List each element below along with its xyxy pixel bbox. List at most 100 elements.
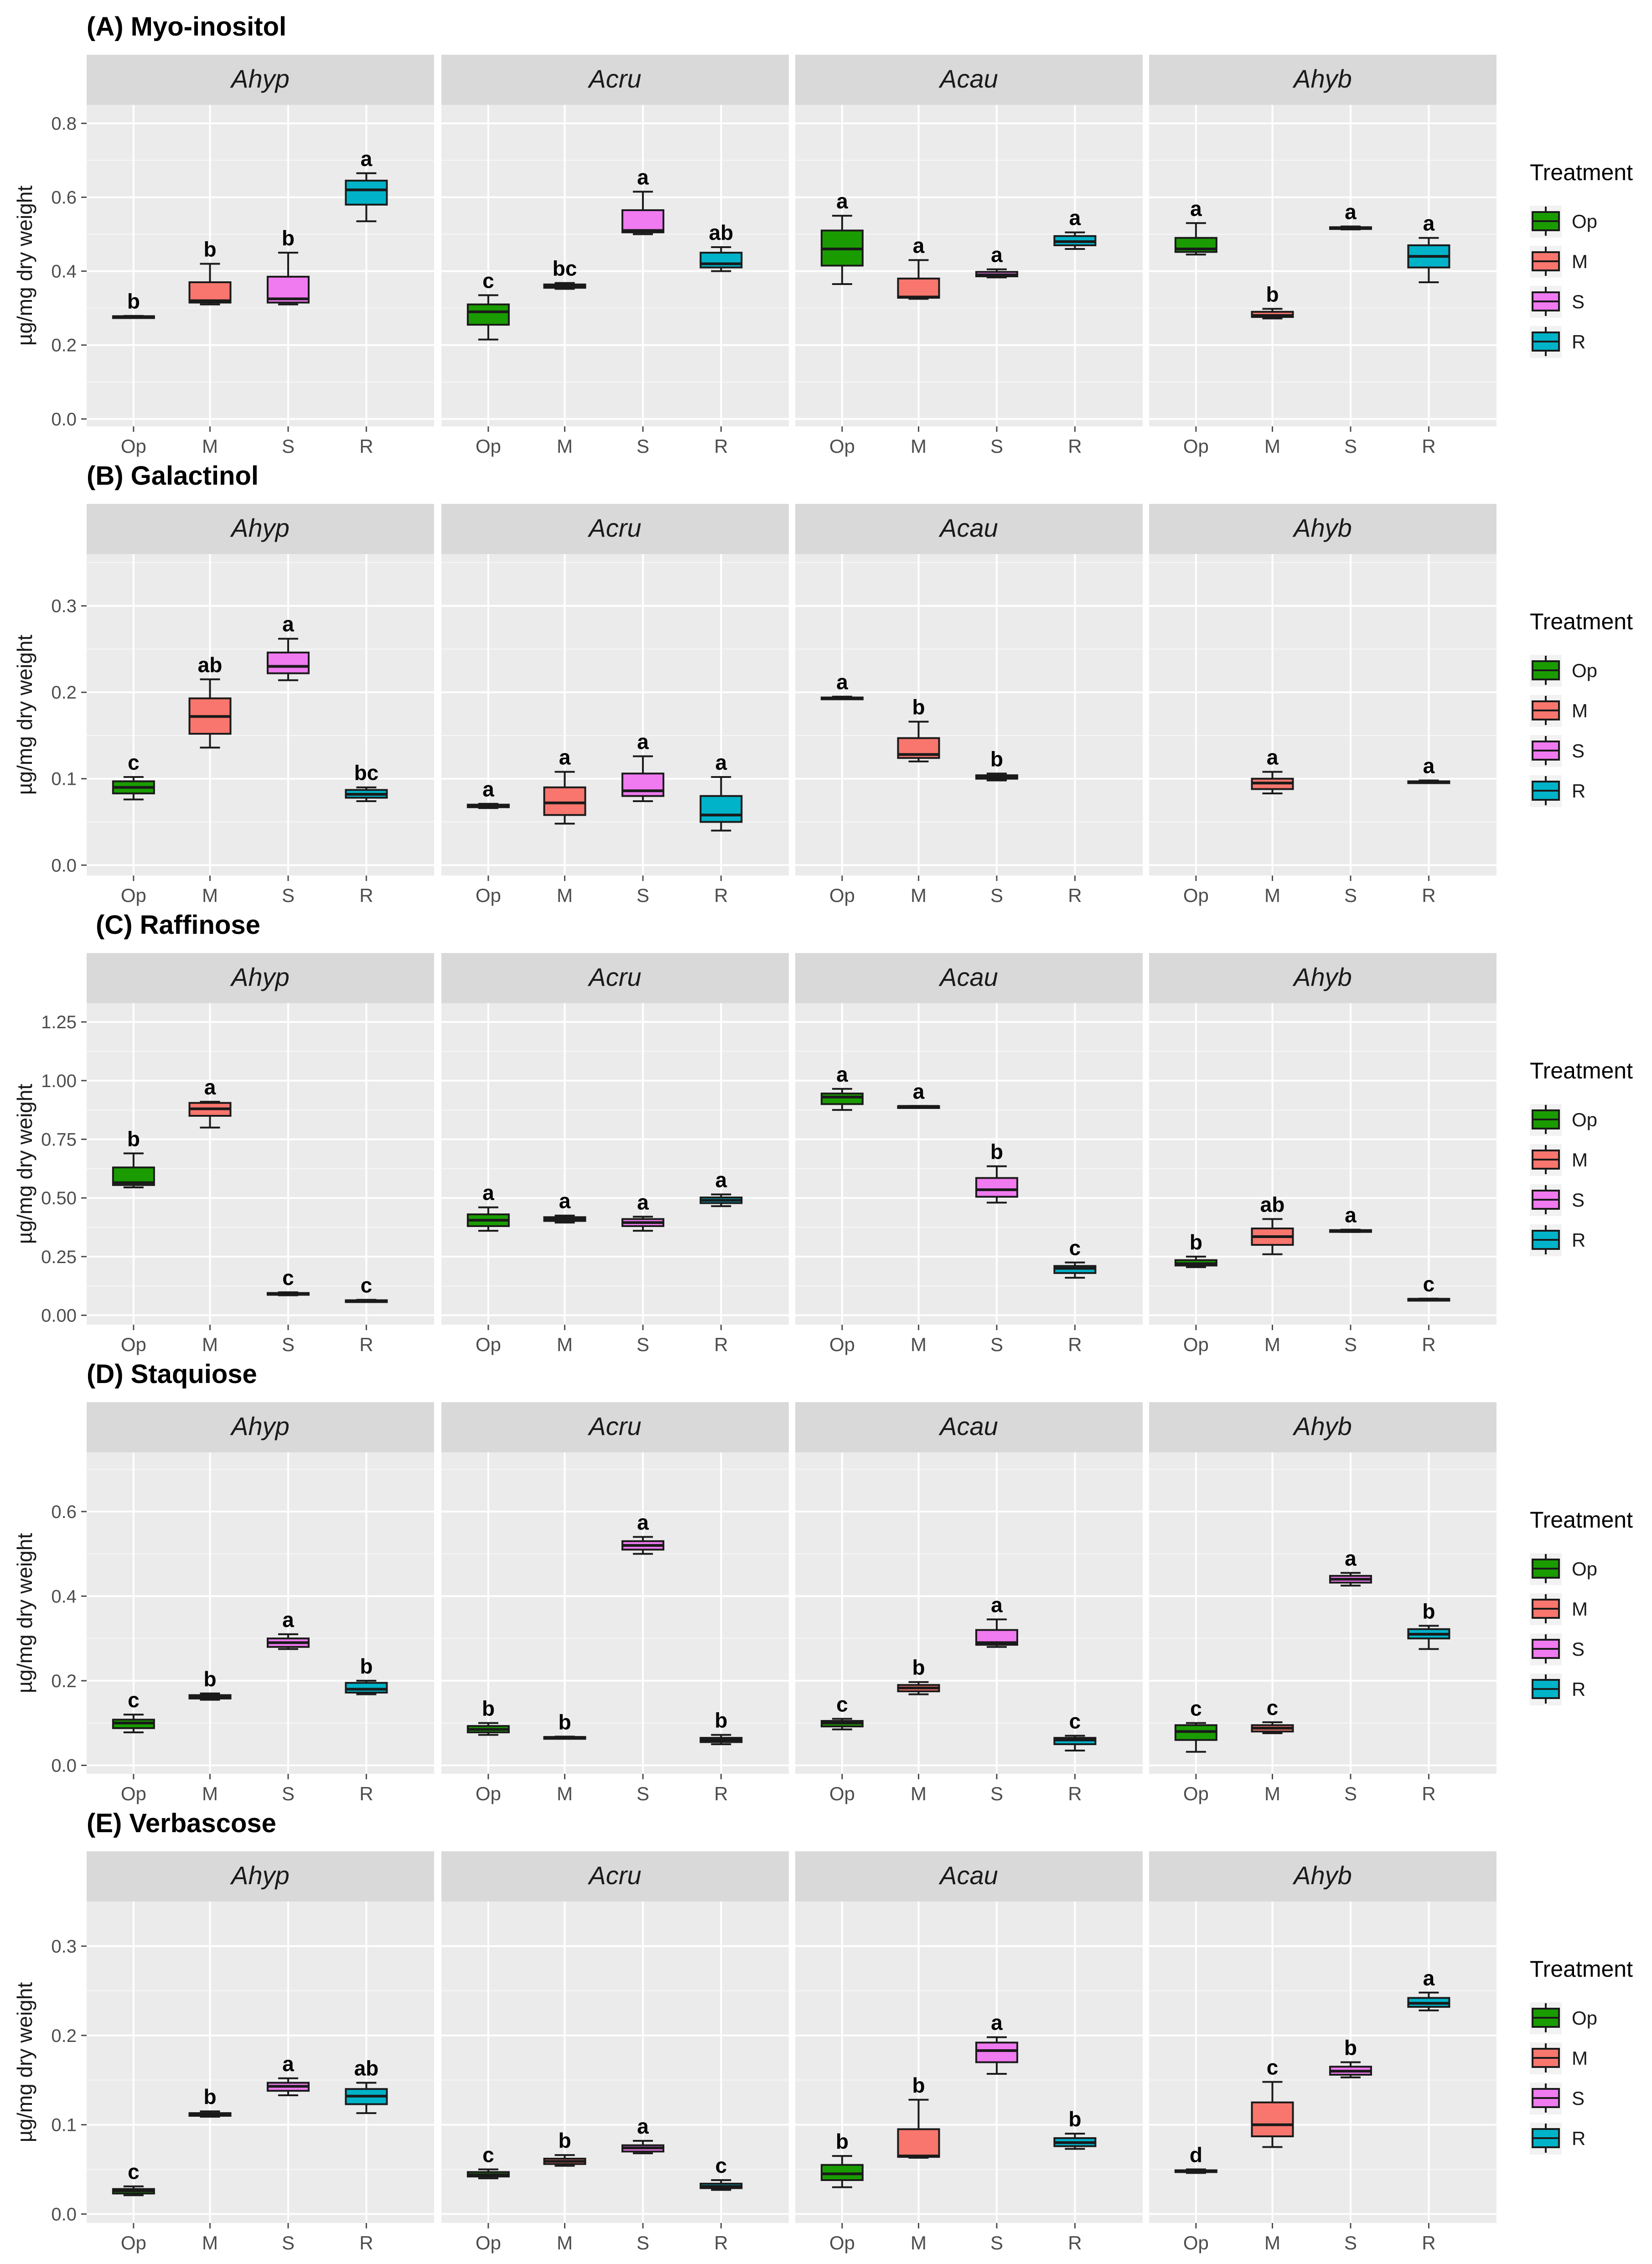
y-tick-label: 0.6 — [51, 188, 77, 208]
box-r: b — [345, 1654, 388, 1695]
box-op: b — [1174, 1230, 1217, 1268]
x-tick-label: M — [911, 1334, 927, 1355]
significance-letter: a — [282, 1608, 294, 1632]
facet-ahyp: Ahyp Op M S Rc b a ab — [87, 1851, 434, 2254]
significance-letter: b — [482, 1697, 495, 1720]
box-r: c — [1407, 1272, 1450, 1302]
box-r: bc — [345, 761, 388, 803]
chart-title: (A) Myo-inositol — [87, 12, 286, 41]
chart-title: (C) Raffinose — [96, 910, 260, 940]
facet-strip — [87, 55, 434, 105]
box-op: a — [466, 1181, 510, 1232]
x-tick-label: S — [990, 435, 1003, 457]
facet-label: Ahyb — [1292, 1412, 1352, 1440]
significance-letter: c — [715, 2154, 727, 2177]
legend-label: M — [1572, 1598, 1588, 1620]
box-m: a — [188, 1075, 232, 1129]
facet-ahyb: Ahyb Op M S Rb ab a c — [1149, 953, 1497, 1355]
facet-strip — [795, 1402, 1143, 1452]
box-op: b — [112, 290, 155, 319]
facet-label: Ahyp — [230, 963, 290, 991]
legend-label: R — [1572, 331, 1585, 352]
x-tick-label: R — [1068, 2232, 1082, 2254]
y-tick-label: 0.3 — [51, 596, 77, 617]
facet-ahyb: Ahyb Op M S Rc c a b — [1149, 1402, 1497, 1804]
y-tick-label: 0.2 — [51, 1671, 77, 1691]
significance-letter: ab — [709, 221, 734, 244]
x-tick-label: Op — [476, 435, 501, 457]
legend-label: S — [1572, 291, 1585, 312]
box-s: a — [266, 612, 310, 681]
box-op: c — [466, 269, 510, 341]
box-s: b — [975, 1140, 1018, 1204]
significance-letter: c — [836, 1692, 848, 1716]
x-tick-label: Op — [121, 1334, 146, 1355]
box-op: a — [820, 670, 864, 700]
facet-label: Ahyb — [1292, 1861, 1352, 1890]
y-tick-label: 0.8 — [51, 114, 77, 134]
legend-item-s: S — [1530, 2083, 1585, 2114]
x-tick-label: R — [714, 435, 728, 457]
panel-background — [441, 1003, 789, 1325]
box-body — [345, 1682, 388, 1694]
y-tick-label: 0.2 — [51, 2026, 77, 2046]
significance-letter: a — [204, 1075, 216, 1099]
facet-label: Ahyp — [230, 1861, 290, 1890]
box-op: a — [820, 1062, 864, 1111]
facet-ahyb: Ahyb Op M S Ra a — [1149, 504, 1497, 906]
box-m: a — [897, 233, 940, 300]
significance-letter: b — [203, 1667, 216, 1691]
box-body — [699, 252, 743, 269]
x-tick-label: R — [1422, 885, 1435, 906]
x-tick-label: Op — [476, 2232, 501, 2254]
significance-letter: b — [990, 1140, 1003, 1164]
box-body — [1251, 2101, 1294, 2138]
x-tick-label: R — [1422, 2232, 1435, 2254]
x-tick-label: M — [557, 2232, 573, 2254]
x-tick-label: Op — [476, 885, 501, 906]
box-s: b — [1329, 2036, 1372, 2078]
legend-label: S — [1572, 1638, 1585, 1660]
significance-letter: b — [1422, 1599, 1435, 1623]
legend-label: Op — [1572, 1558, 1597, 1580]
facet-label: Ahyp — [230, 513, 290, 542]
facet-label: Acru — [587, 1861, 641, 1890]
legend-item-r: R — [1530, 1673, 1585, 1705]
chart-row-4: (D) Staquiose µg/mg dry weight 0.0 0.2 0.4 0.… — [13, 1359, 1633, 1804]
significance-letter: a — [559, 746, 571, 769]
box-r: b — [1053, 2107, 1097, 2150]
x-tick-label: M — [1264, 1334, 1280, 1355]
x-tick-label: S — [282, 2232, 295, 2254]
significance-letter: c — [128, 2160, 140, 2184]
box-body — [621, 772, 664, 797]
facet-acru: Acru Op M S Rb b a b — [441, 1402, 789, 1804]
legend-item-m: M — [1530, 1144, 1588, 1176]
chart-title: (B) Galactinol — [87, 461, 259, 491]
panel-background — [1149, 1452, 1497, 1774]
box-r: a — [1407, 754, 1450, 784]
facet-strip — [87, 1402, 434, 1452]
x-tick-label: Op — [829, 2232, 855, 2254]
facet-acau: Acau Op M S Rb b a b — [795, 1851, 1143, 2254]
x-tick-label: S — [990, 1783, 1003, 1804]
legend-item-s: S — [1530, 1184, 1585, 1216]
box-r: c — [1053, 1236, 1097, 1279]
significance-letter: a — [991, 243, 1003, 267]
x-tick-label: S — [990, 885, 1003, 906]
significance-letter: a — [1069, 206, 1081, 230]
y-tick-label: 0.6 — [51, 1502, 77, 1522]
chart-row-1: (A) Myo-inositol µg/mg dry weight 0.0 0.2 0.… — [13, 12, 1633, 457]
y-axis-label: µg/mg dry weight — [13, 1982, 36, 2142]
facet-strip — [1149, 55, 1497, 105]
x-tick-label: R — [714, 2232, 728, 2254]
facet-label: Acru — [587, 1412, 641, 1440]
x-tick-label: M — [202, 2232, 218, 2254]
chart-row-3: (C) Raffinose µg/mg dry weight 0.00 0.25 0.5… — [13, 910, 1633, 1355]
legend-item-op: Op — [1530, 1104, 1597, 1136]
y-tick-label: 1.25 — [41, 1012, 77, 1032]
legend-item-op: Op — [1530, 206, 1597, 238]
box-m: ab — [188, 653, 232, 749]
x-tick-label: M — [557, 435, 573, 457]
box-s: a — [621, 2114, 664, 2155]
legend-item-s: S — [1530, 1633, 1585, 1665]
